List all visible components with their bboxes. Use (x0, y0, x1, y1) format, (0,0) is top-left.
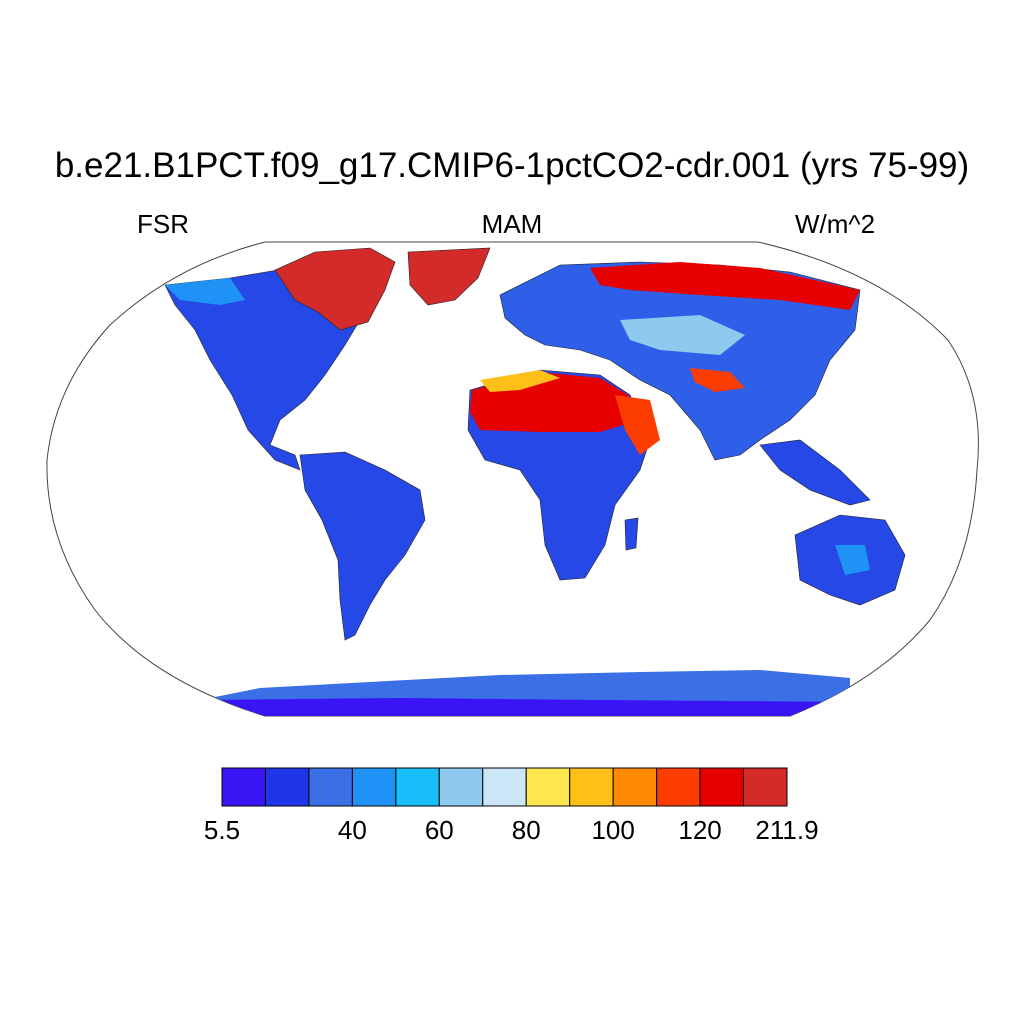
antarctica-interior (200, 698, 850, 716)
colorbar-tick-label: 80 (511, 815, 541, 845)
season-label: MAM (481, 209, 543, 239)
alaska (165, 278, 245, 305)
colorbar-tick-label: 120 (678, 815, 722, 845)
colorbar-box-4 (395, 767, 440, 807)
greenland (407, 247, 491, 306)
colorbar-box-0 (221, 767, 266, 807)
plot-title: b.e21.B1PCT.f09_g17.CMIP6-1pctCO2-cdr.00… (54, 146, 970, 185)
arctic-canada (274, 247, 396, 331)
siberia (590, 262, 860, 310)
australia-interior (835, 545, 870, 575)
colorbar-box-12 (743, 767, 788, 807)
colorbar-box-11 (699, 767, 745, 807)
colorbar-box-2 (308, 767, 353, 807)
colorbar-box-1 (264, 767, 310, 807)
colorbar-box-7 (525, 767, 571, 807)
colorbar-box-3 (351, 767, 397, 807)
colorbar-tick-label: 100 (591, 815, 635, 845)
colorbar-tick-label: 60 (424, 815, 454, 845)
southeast-asia (759, 439, 871, 506)
colorbar-box-6 (482, 767, 527, 807)
units-label: W/m^2 (795, 209, 876, 239)
central-asia (620, 315, 745, 355)
arabia (615, 395, 660, 455)
colorbar-tick-label: 211.9 (755, 815, 819, 845)
colorbar-box-5 (438, 767, 484, 807)
tibet-warm (690, 368, 745, 392)
colorbar-tick-label: 5.5 (203, 815, 241, 845)
colorbar-box-9 (612, 767, 658, 807)
colorbar-box-10 (656, 767, 701, 807)
variable-label: FSR (137, 209, 189, 239)
sahara-edge (480, 370, 560, 392)
colorbar-tick-label: 40 (337, 815, 367, 845)
south-america (299, 451, 426, 641)
madagascar (624, 517, 639, 551)
colorbar-box-8 (569, 767, 614, 807)
